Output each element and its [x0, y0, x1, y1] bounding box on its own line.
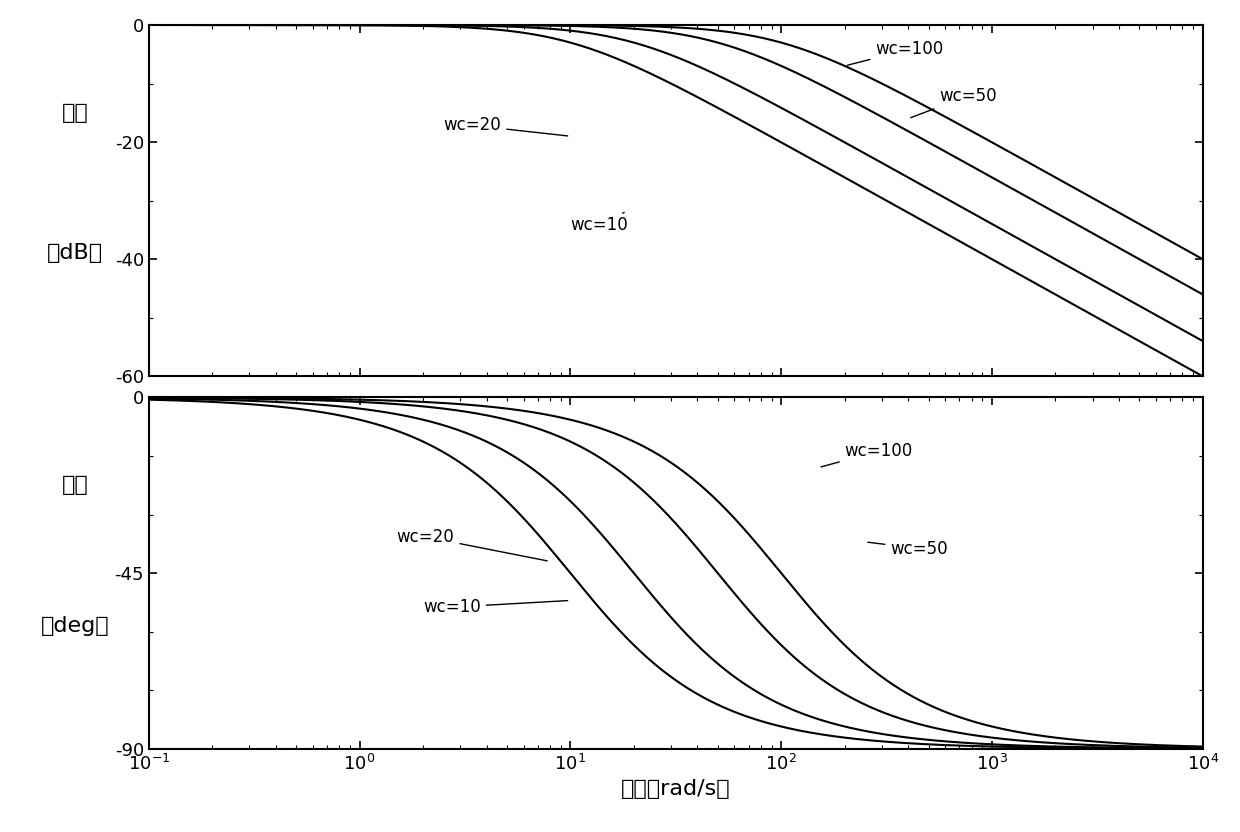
Text: wc=20: wc=20: [444, 116, 568, 136]
Text: wc=50: wc=50: [910, 87, 997, 117]
Text: wc=100: wc=100: [821, 442, 913, 467]
Text: wc=10: wc=10: [423, 598, 568, 617]
Text: wc=50: wc=50: [868, 540, 949, 557]
Text: wc=100: wc=100: [847, 40, 944, 65]
Text: （deg）: （deg）: [41, 616, 109, 636]
Text: wc=20: wc=20: [397, 527, 547, 561]
Text: 幅値: 幅値: [62, 103, 88, 123]
Text: 相位: 相位: [62, 475, 88, 495]
Text: wc=10: wc=10: [570, 212, 629, 234]
X-axis label: 频率（rad/s）: 频率（rad/s）: [621, 780, 730, 800]
Text: （dB）: （dB）: [47, 243, 103, 264]
